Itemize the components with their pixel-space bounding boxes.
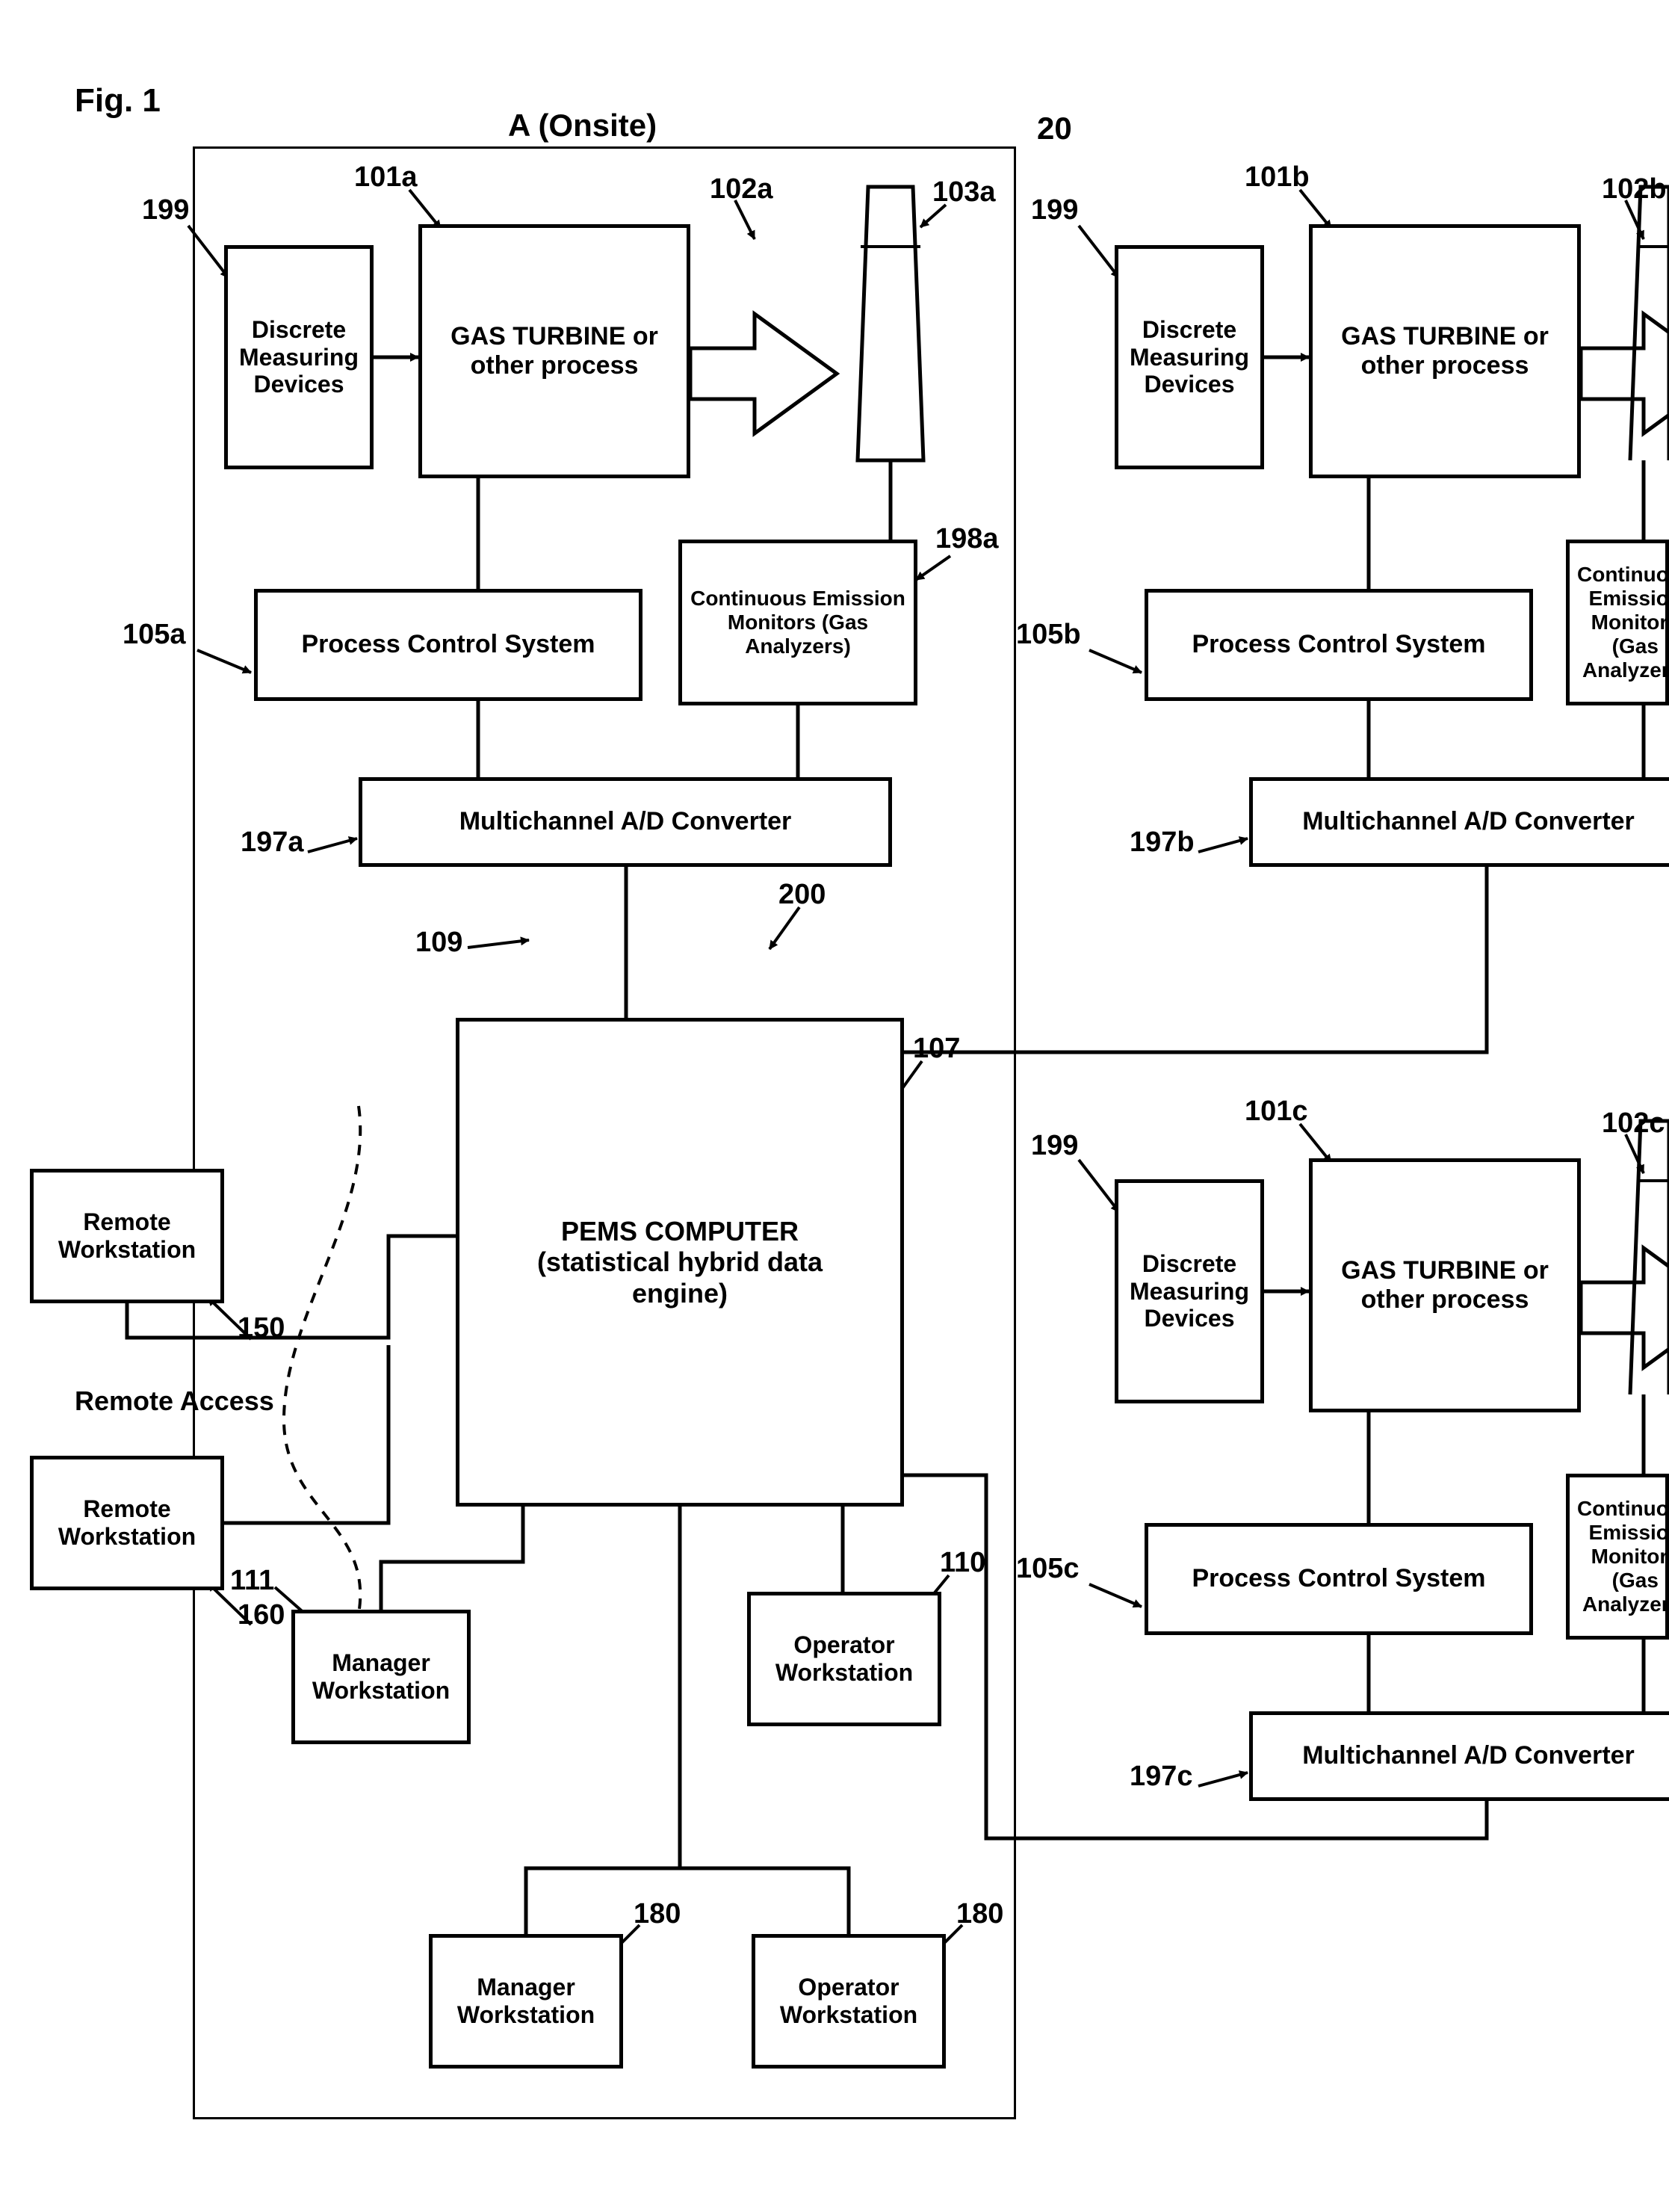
ref-199-c: 199 (1031, 1130, 1078, 1162)
diagram-page: Fig. 1 A (Onsite) 20 Remote Access (0, 0, 1669, 2212)
discrete-measuring-a: Discrete Measuring Devices (224, 245, 374, 469)
cem-c: Continuous Emission Monitors (Gas Analyz… (1566, 1474, 1669, 1640)
ref-105c: 105c (1016, 1553, 1080, 1585)
adc-c: Multichannel A/D Converter (1249, 1711, 1669, 1801)
gas-turbine-b: GAS TURBINE or other process (1309, 224, 1581, 478)
pcs-b: Process Control System (1145, 589, 1533, 701)
ref-197a: 197a (241, 827, 304, 859)
ref-160: 160 (238, 1599, 285, 1631)
system-ref: 20 (1037, 111, 1072, 146)
ref-101c: 101c (1245, 1096, 1308, 1128)
cem-a: Continuous Emission Monitors (Gas Analyz… (678, 540, 917, 705)
ref-103a: 103a (932, 176, 996, 208)
pems-computer: PEMS COMPUTER (statistical hybrid data e… (456, 1018, 904, 1507)
remote-workstation-2: Remote Workstation (30, 1456, 224, 1590)
adc-a: Multichannel A/D Converter (359, 777, 892, 867)
operator-workstation-outside: Operator Workstation (752, 1934, 946, 2069)
ref-199-a: 199 (142, 194, 189, 226)
manager-workstation-inside: Manager Workstation (291, 1610, 471, 1744)
ref-102a: 102a (710, 173, 773, 206)
ref-180-mgr: 180 (634, 1898, 681, 1930)
ref-197b: 197b (1130, 827, 1195, 859)
ref-110: 110 (940, 1547, 985, 1579)
output-arrow-c (1581, 1248, 1669, 1368)
output-arrow-b (1581, 314, 1669, 433)
ref-107: 107 (913, 1033, 960, 1065)
ref-180-op: 180 (956, 1898, 1003, 1930)
ref-200: 200 (778, 879, 826, 911)
discrete-measuring-c: Discrete Measuring Devices (1115, 1179, 1264, 1403)
ref-102b: 102b (1602, 173, 1667, 206)
pcs-a: Process Control System (254, 589, 642, 701)
operator-workstation-inside: Operator Workstation (747, 1592, 941, 1726)
ref-102c: 102c (1602, 1107, 1665, 1140)
discrete-measuring-b: Discrete Measuring Devices (1115, 245, 1264, 469)
ref-199-b: 199 (1031, 194, 1078, 226)
ref-105b: 105b (1016, 619, 1081, 651)
ref-111: 111 (230, 1565, 274, 1597)
ref-198a: 198a (935, 523, 999, 555)
onsite-label: A (Onsite) (508, 108, 657, 143)
gas-turbine-c: GAS TURBINE or other process (1309, 1158, 1581, 1412)
manager-workstation-outside: Manager Workstation (429, 1934, 623, 2069)
figure-label: Fig. 1 (75, 82, 161, 120)
ref-109: 109 (415, 927, 462, 959)
pcs-c: Process Control System (1145, 1523, 1533, 1635)
cem-b: Continuous Emission Monitors (Gas Analyz… (1566, 540, 1669, 705)
ref-101a: 101a (354, 161, 418, 194)
ref-197c: 197c (1130, 1761, 1193, 1793)
adc-b: Multichannel A/D Converter (1249, 777, 1669, 867)
ref-105a: 105a (123, 619, 186, 651)
ref-150: 150 (238, 1312, 285, 1344)
gas-turbine-a: GAS TURBINE or other process (418, 224, 690, 478)
remote-workstation-1: Remote Workstation (30, 1169, 224, 1303)
ref-101b: 101b (1245, 161, 1310, 194)
